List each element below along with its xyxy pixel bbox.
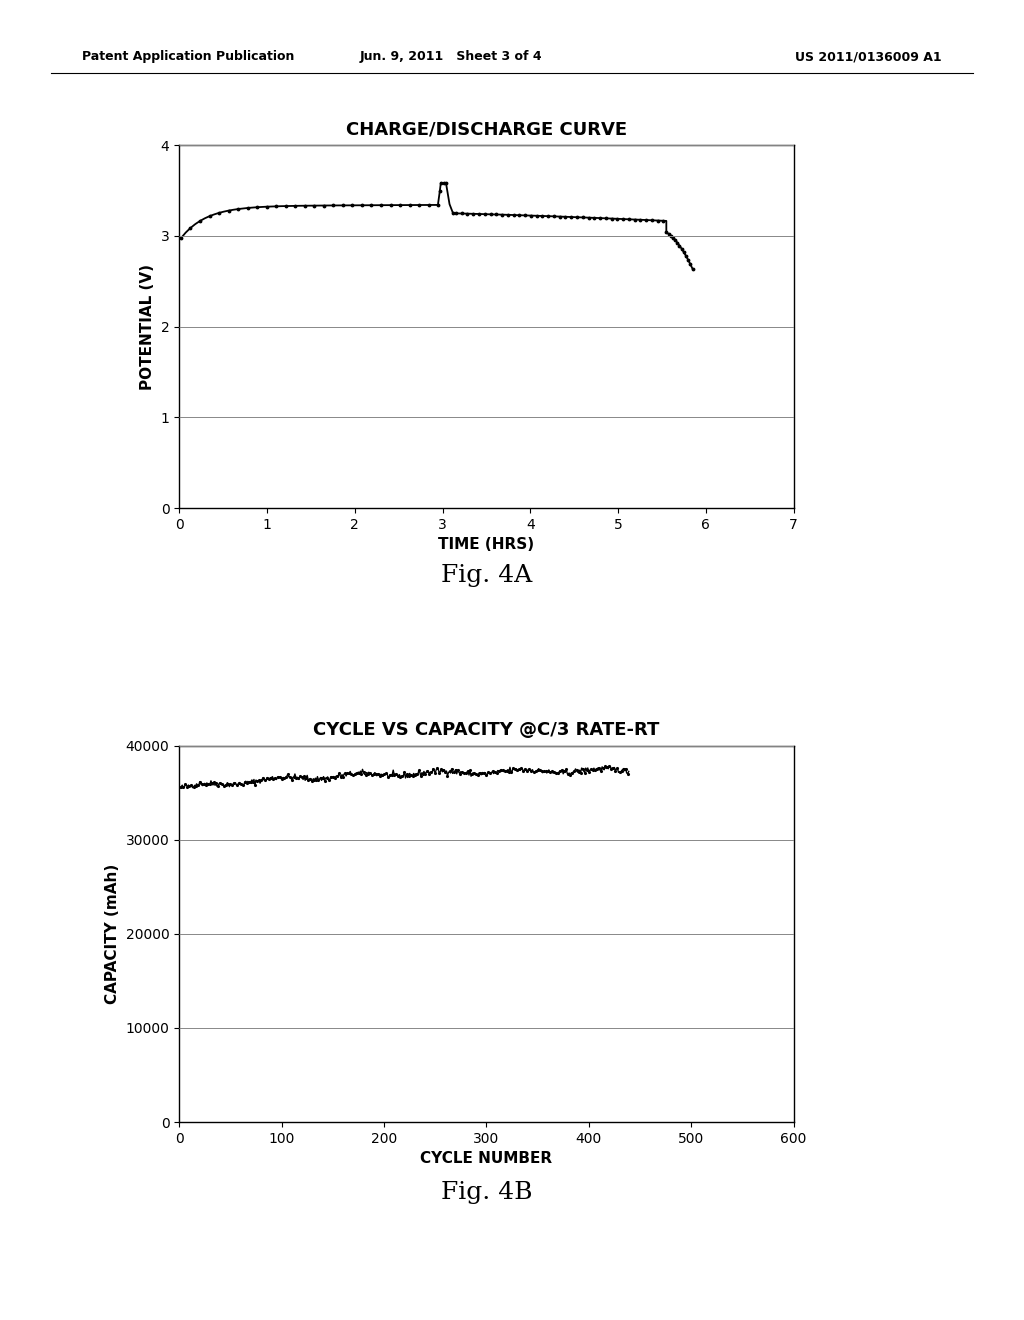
Title: CYCLE VS CAPACITY @C/3 RATE-RT: CYCLE VS CAPACITY @C/3 RATE-RT — [313, 721, 659, 739]
Text: Jun. 9, 2011   Sheet 3 of 4: Jun. 9, 2011 Sheet 3 of 4 — [359, 50, 542, 63]
Text: Fig. 4B: Fig. 4B — [440, 1181, 532, 1204]
Y-axis label: POTENTIAL (V): POTENTIAL (V) — [140, 264, 155, 389]
Title: CHARGE/DISCHARGE CURVE: CHARGE/DISCHARGE CURVE — [346, 120, 627, 139]
Text: Fig. 4A: Fig. 4A — [440, 564, 532, 586]
X-axis label: CYCLE NUMBER: CYCLE NUMBER — [420, 1151, 553, 1167]
X-axis label: TIME (HRS): TIME (HRS) — [438, 537, 535, 553]
Text: US 2011/0136009 A1: US 2011/0136009 A1 — [796, 50, 942, 63]
Text: Patent Application Publication: Patent Application Publication — [82, 50, 294, 63]
Y-axis label: CAPACITY (mAh): CAPACITY (mAh) — [105, 863, 120, 1005]
